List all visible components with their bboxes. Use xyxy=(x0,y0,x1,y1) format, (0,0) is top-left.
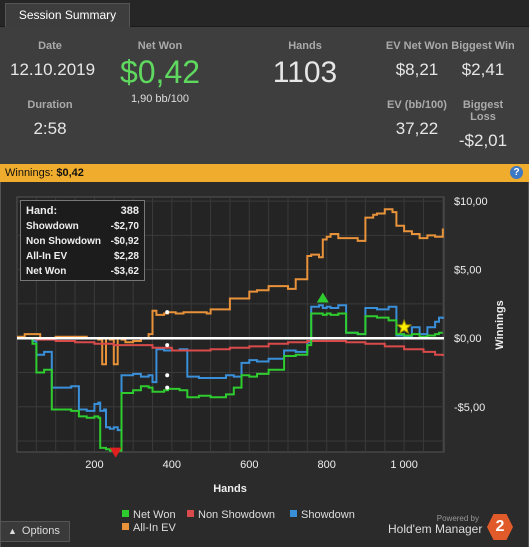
tooltip-row-label: Non Showdown xyxy=(26,236,101,247)
tooltip-hand-row: Hand: 388 xyxy=(26,204,139,219)
biggest-loss-label: Biggest Loss xyxy=(462,99,504,123)
summary-panel: Date 12.10.2019 Duration 2:58 Net Won $0… xyxy=(0,27,529,164)
tooltip-row-value: -$2,70 xyxy=(110,221,139,232)
help-icon[interactable]: ? xyxy=(510,166,523,179)
duration-label: Duration xyxy=(27,99,73,111)
legend-label: Non Showdown xyxy=(198,509,276,521)
legend-swatch xyxy=(122,523,129,530)
biggest-loss-stat: Biggest Loss -$2,01 xyxy=(450,99,516,151)
duration-stat: Duration 2:58 xyxy=(10,99,90,139)
tooltip-row: Showdown -$2,70 xyxy=(26,219,139,234)
legend-label: Net Won xyxy=(133,509,176,521)
legend-allin-ev[interactable]: All-In EV xyxy=(122,522,176,534)
hands-value: 1103 xyxy=(272,56,338,89)
tab-bar: Session Summary xyxy=(0,0,529,27)
tooltip-row-value: -$0,92 xyxy=(110,236,139,247)
options-label: Options xyxy=(21,525,60,537)
date-stat: Date 12.10.2019 xyxy=(10,40,96,80)
brand-name: Hold'em Manager xyxy=(388,522,483,536)
net-won-label: Net Won xyxy=(137,40,183,52)
powered-by-label: Powered by xyxy=(436,514,479,523)
legend-swatch xyxy=(122,510,129,517)
hands-label: Hands xyxy=(288,40,322,52)
hand-tooltip: Hand: 388 Showdown -$2,70 Non Showdown -$0,… xyxy=(20,200,145,281)
tooltip-row: Non Showdown -$0,92 xyxy=(26,234,139,249)
tooltip-row: All-In EV $2,28 xyxy=(26,249,139,264)
tooltip-row-value: -$3,62 xyxy=(110,266,139,277)
net-won-value: $0,42 xyxy=(119,54,201,90)
legend-label: All-In EV xyxy=(133,522,176,534)
legend-net-won[interactable]: Net Won xyxy=(122,509,176,521)
tooltip-hand-value: 388 xyxy=(120,205,139,217)
winnings-bar: Winnings: $0,42 ? xyxy=(0,164,529,182)
biggest-win-value: $2,41 xyxy=(461,60,505,79)
ev-net-won-stat: EV Net Won $8,21 xyxy=(382,40,452,80)
ev-bb100-value: 37,22 xyxy=(395,119,439,138)
legend-non-showdown[interactable]: Non Showdown xyxy=(187,509,275,521)
tooltip-row-label: Net Won xyxy=(26,266,67,277)
biggest-win-label: Biggest Win xyxy=(451,40,515,52)
tooltip-hand-label: Hand: xyxy=(26,205,58,217)
tooltip-row-label: All-In EV xyxy=(26,251,68,262)
ev-bb100-label: EV (bb/100) xyxy=(387,99,447,111)
options-button[interactable]: ▲ Options xyxy=(0,521,70,542)
winnings-label: Winnings: xyxy=(5,167,54,179)
legend-showdown[interactable]: Showdown xyxy=(290,509,355,521)
ev-net-won-value: $8,21 xyxy=(395,60,439,79)
ev-bb100-stat: EV (bb/100) 37,22 xyxy=(382,99,452,139)
biggest-win-stat: Biggest Win $2,41 xyxy=(450,40,516,80)
tab-session-summary[interactable]: Session Summary xyxy=(5,3,130,27)
bb100-value: 1,90 bb/100 xyxy=(130,93,190,105)
date-value: 12.10.2019 xyxy=(10,60,96,79)
date-label: Date xyxy=(38,40,62,52)
tooltip-row: Net Won -$3,62 xyxy=(26,264,139,279)
legend-label: Showdown xyxy=(301,509,355,521)
powered-by: Powered by Hold'em Manager 2 xyxy=(388,512,523,544)
legend-swatch xyxy=(290,510,297,517)
winnings-value: $0,42 xyxy=(56,167,84,179)
legend-swatch xyxy=(187,510,194,517)
hm2-logo-icon: 2 xyxy=(487,514,513,540)
chevron-up-icon: ▲ xyxy=(8,526,17,536)
tooltip-row-value: $2,28 xyxy=(113,251,139,262)
hands-stat: Hands 1103 xyxy=(250,40,360,90)
ev-net-won-label: EV Net Won xyxy=(385,40,449,52)
duration-value: 2:58 xyxy=(33,119,67,138)
net-won-stat: Net Won $0,42 1,90 bb/100 xyxy=(105,40,215,105)
tooltip-row-label: Showdown xyxy=(26,221,79,232)
biggest-loss-value: -$2,01 xyxy=(458,131,508,150)
